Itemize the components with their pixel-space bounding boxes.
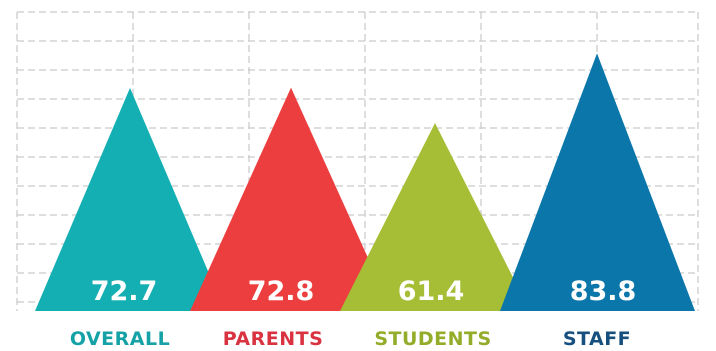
category-labels: OVERALL PARENTS STUDENTS STAFF (70, 328, 631, 350)
category-label-overall: OVERALL (70, 328, 170, 350)
triangle-bar-students (340, 123, 530, 312)
value-labels: 72.7 72.8 61.4 83.8 (91, 276, 637, 307)
category-label-parents: PARENTS (223, 328, 324, 350)
category-label-students: STUDENTS (374, 328, 491, 350)
chart-marks (35, 53, 695, 312)
value-label-parents: 72.8 (248, 276, 315, 307)
triangle-bar-staff (500, 53, 695, 312)
triangle-bar-parents (190, 87, 392, 311)
category-label-staff: STAFF (563, 328, 631, 350)
triangle-bar-overall (35, 87, 225, 311)
value-label-students: 61.4 (398, 276, 465, 307)
value-label-overall: 72.7 (91, 276, 158, 307)
value-label-staff: 83.8 (570, 276, 637, 307)
